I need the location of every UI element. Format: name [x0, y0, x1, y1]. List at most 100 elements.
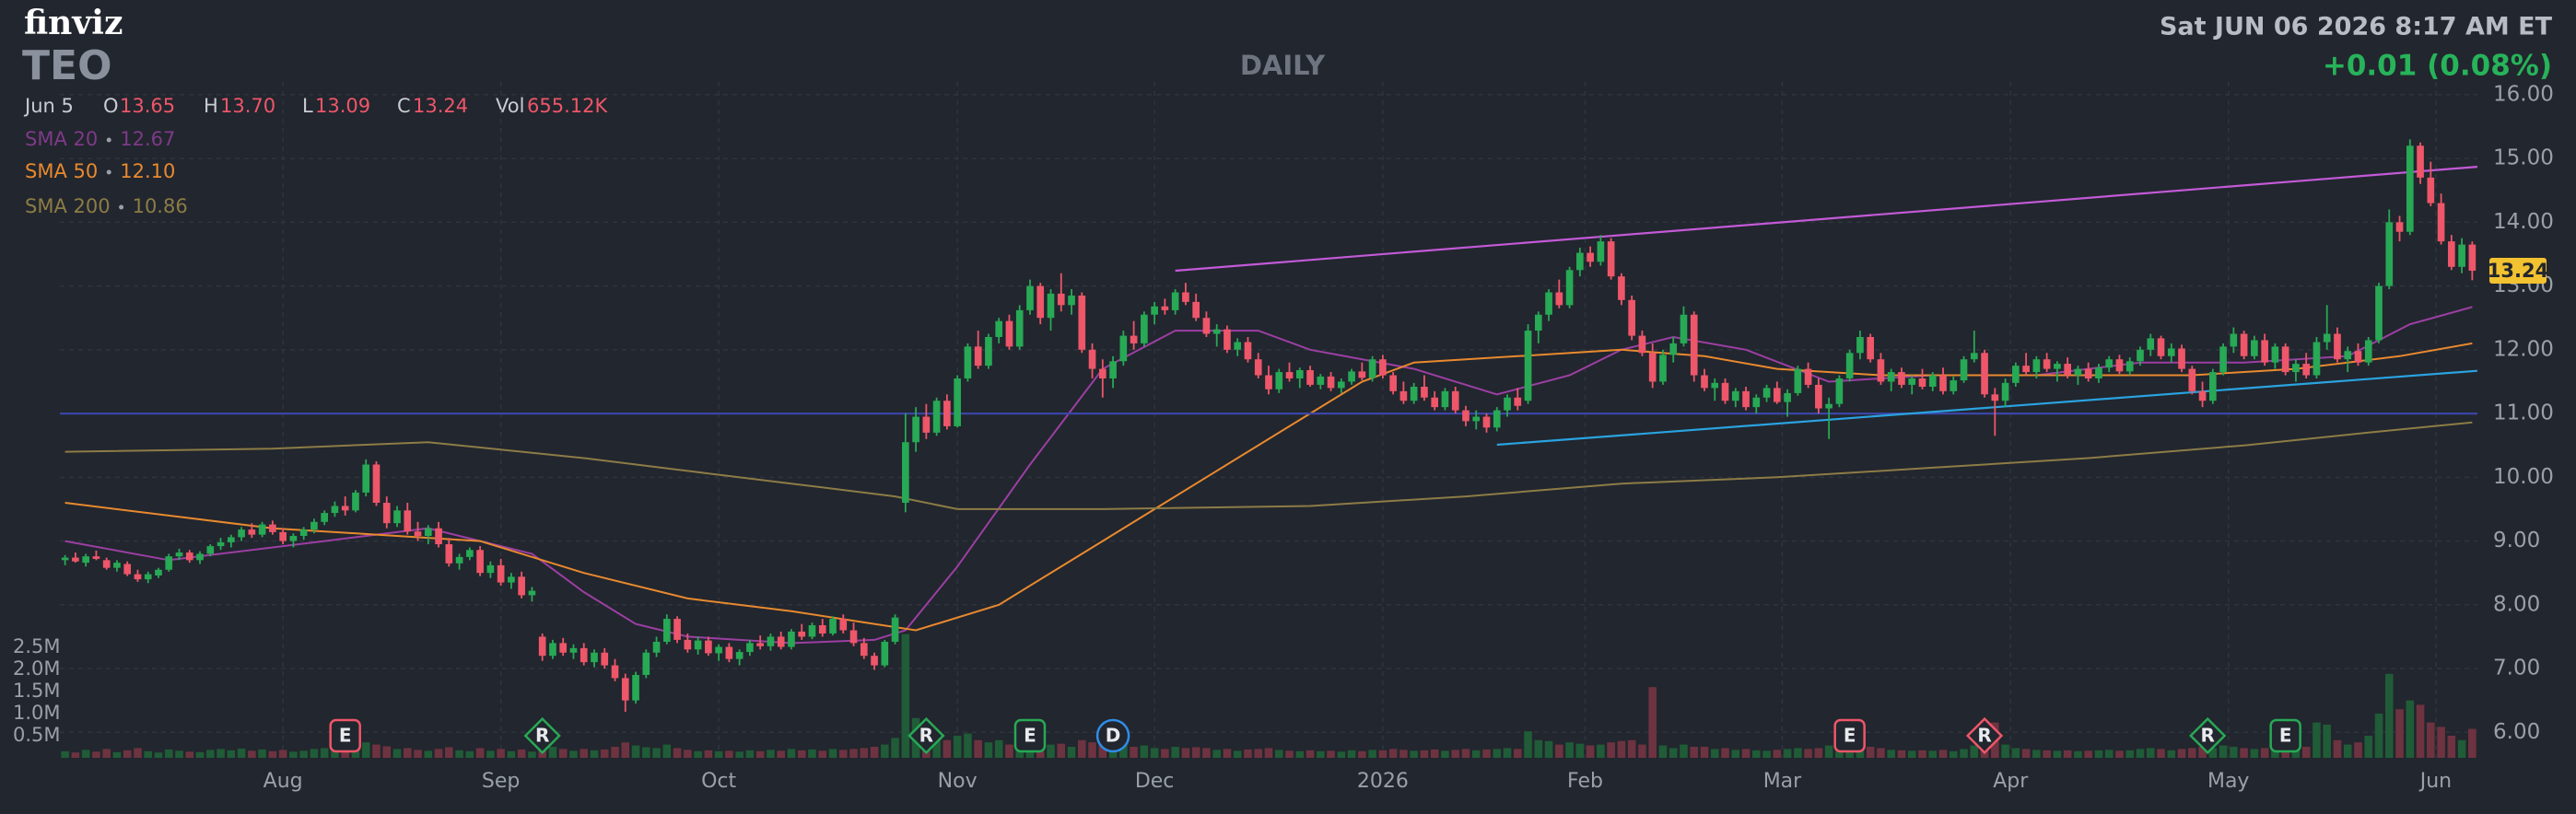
candle-body [538, 636, 546, 657]
candle-body [61, 557, 69, 561]
timeframe: DAILY [1240, 50, 1326, 81]
candle-body [2157, 338, 2165, 356]
candle-body [1534, 314, 1542, 331]
x-tick-label: Nov [938, 770, 978, 793]
volume-bar [735, 751, 744, 758]
volume-bar [2074, 750, 2082, 758]
volume-bar [1877, 748, 1885, 758]
candle-body [528, 590, 536, 596]
volume-bar [71, 752, 80, 758]
volume-bar [953, 736, 962, 758]
candle-body [725, 646, 733, 659]
event-marker[interactable] [1965, 716, 2004, 755]
volume-bar [1368, 750, 1376, 758]
x-tick-label: 2026 [1357, 770, 1409, 793]
candle-body [1680, 314, 1688, 343]
candle-body [818, 624, 826, 634]
volume-bar [2198, 747, 2207, 758]
volume-bar [590, 750, 599, 758]
event-marker[interactable] [329, 718, 361, 753]
sma-legend-value: 10.86 [133, 195, 188, 217]
candle-body [92, 556, 100, 559]
volume-bar [2333, 739, 2342, 758]
ohlc-label: H [204, 95, 218, 117]
candle-body [2137, 349, 2144, 362]
volume-bar [61, 750, 69, 758]
logo[interactable]: finviz [24, 4, 123, 42]
event-marker[interactable] [1095, 718, 1130, 753]
candle-body [932, 401, 941, 433]
volume-bar [1191, 747, 1200, 758]
candle-body [1908, 378, 1916, 385]
candle-body [580, 647, 588, 663]
candle-body [2468, 244, 2476, 271]
volume-bar [1410, 750, 1418, 758]
candle-body [2344, 351, 2352, 360]
candle-body [476, 550, 484, 574]
volume-bar [1140, 745, 1149, 758]
candle-body [1845, 353, 1854, 378]
candle-body [2240, 333, 2248, 356]
volume-bar [1264, 748, 1273, 758]
volume-bar [558, 749, 568, 758]
volume-bar [2427, 722, 2435, 758]
volume-bar [600, 749, 609, 758]
volume-bar [1648, 687, 1657, 758]
candle-body [1669, 343, 1678, 355]
event-label: R [2200, 725, 2214, 747]
candle-body [1088, 349, 1096, 369]
candle-body [196, 553, 204, 561]
volume-bar [2032, 750, 2041, 758]
volume-bar [767, 750, 775, 758]
volume-bar [1223, 749, 1232, 758]
candle-body [1928, 375, 1937, 387]
volume-bar [112, 751, 122, 758]
candle-body [601, 652, 609, 666]
candle-body [1161, 306, 1169, 310]
volume-bar [1337, 751, 1346, 758]
event-marker[interactable] [2269, 718, 2301, 753]
candle-body [331, 506, 339, 514]
candle-body [1368, 359, 1376, 378]
candle-body [2001, 382, 2009, 401]
candle-body [985, 336, 992, 366]
volume-bar [694, 750, 702, 758]
volume-bar [548, 747, 557, 758]
volume-bar [621, 742, 630, 758]
y-tick-label: 9.00 [2493, 529, 2540, 552]
volume-bar [1928, 750, 1938, 758]
candle-body [1202, 318, 1211, 334]
candle-body [1306, 369, 1314, 385]
candle-body [2271, 346, 2279, 363]
volume-bar [434, 749, 443, 758]
volume-bar [1960, 749, 1968, 758]
volume-bar [392, 749, 402, 758]
volume-bar [1047, 744, 1055, 758]
candle-body [1431, 397, 1439, 408]
volume-bar [1244, 749, 1252, 758]
candle-body [746, 643, 754, 653]
x-tick-label: Jun [2418, 770, 2452, 793]
event-marker[interactable] [523, 716, 561, 755]
volume-bar [1441, 750, 1449, 758]
volume-bar [1524, 731, 1532, 758]
event-marker[interactable] [907, 716, 945, 755]
event-marker[interactable] [1833, 718, 1866, 753]
volume-bar [849, 749, 858, 758]
event-marker[interactable] [1013, 718, 1047, 753]
candle-body [808, 624, 816, 637]
event-label: D [1106, 725, 1121, 747]
event-marker[interactable] [2189, 716, 2227, 755]
ohlc-label: C [397, 95, 411, 117]
candle-body [82, 556, 89, 564]
volume-bar [943, 739, 952, 758]
volume-bar [1482, 749, 1491, 758]
candle-body [1514, 397, 1522, 406]
volume-bar [528, 751, 536, 758]
candle-body [974, 346, 982, 366]
candle-body [310, 521, 318, 530]
volume-bar [662, 744, 672, 758]
candle-body [289, 536, 298, 541]
candle-body [569, 647, 578, 653]
candle-body [1493, 410, 1501, 428]
